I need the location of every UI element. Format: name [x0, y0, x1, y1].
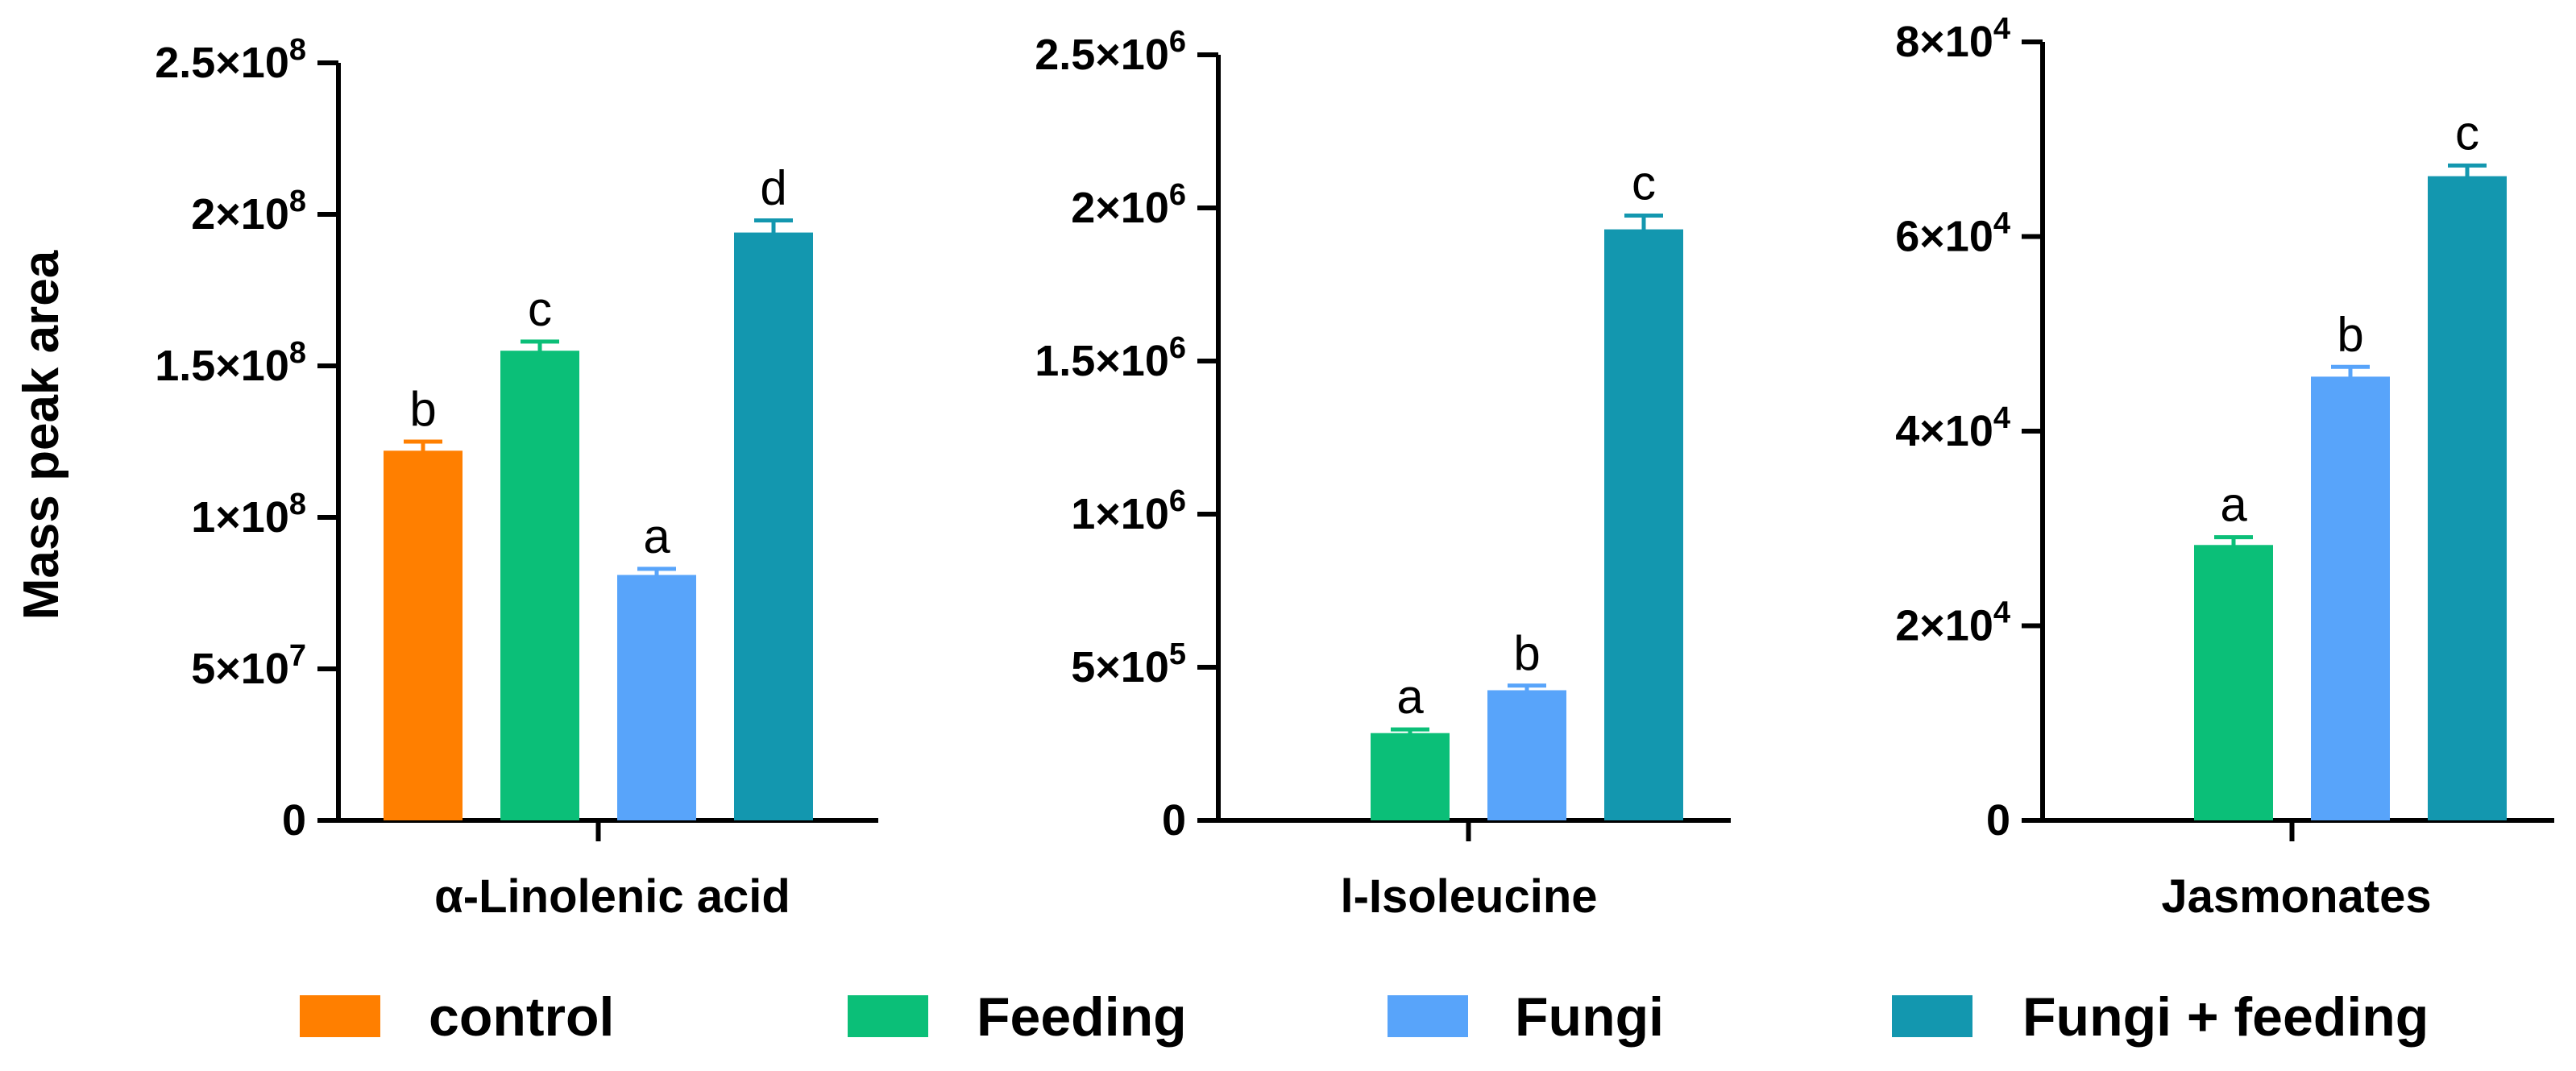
y-tick-label-base: 2.5×10 — [155, 39, 289, 87]
y-tick-label: 2×106 — [1071, 178, 1186, 232]
significance-label: a — [1396, 670, 1424, 724]
y-tick-label-base: 0 — [1986, 796, 2010, 845]
bar-feeding — [1371, 733, 1450, 820]
legend-swatch — [1388, 995, 1468, 1037]
y-tick-label-base: 0 — [1162, 796, 1186, 845]
y-tick-label: 5×107 — [191, 639, 306, 693]
bar-control — [384, 450, 463, 820]
y-tick-label-exponent: 4 — [1993, 12, 2010, 46]
y-tick-label-base: 1×10 — [191, 493, 289, 542]
y-tick-label: 1×108 — [191, 488, 306, 542]
bar-feeding — [500, 351, 579, 820]
y-tick-label: 4×104 — [1895, 401, 2010, 455]
y-tick-label-base: 2×10 — [1071, 184, 1169, 232]
y-tick-label-base: 2×10 — [1895, 602, 1993, 650]
y-tick-label: 2.5×106 — [1035, 25, 1186, 79]
significance-label: b — [409, 382, 436, 436]
y-axis-label: Mass peak area — [14, 250, 69, 620]
y-tick-label: 8×104 — [1895, 12, 2010, 66]
y-tick-label: 1.5×108 — [155, 336, 306, 390]
y-tick-label-base: 8×10 — [1895, 18, 1993, 66]
legend-label: Fungi — [1515, 986, 1664, 1048]
bar-fungi — [1487, 690, 1566, 820]
y-tick-label-base: 1×10 — [1071, 490, 1169, 538]
chart-panel-1: 05×1071×1081.5×1082×1082.5×108bcadα-Lino… — [14, 33, 878, 923]
x-axis-label: Jasmonates — [2161, 870, 2431, 923]
y-tick-label-base: 5×10 — [191, 645, 289, 693]
legend-item: Fungi — [1388, 986, 1664, 1048]
legend-label: Feeding — [977, 986, 1187, 1048]
y-tick-label: 1×106 — [1071, 484, 1186, 538]
legend-label: Fungi + feeding — [2022, 986, 2429, 1048]
chart-panel-2: 05×1051×1061.5×1062×1062.5×106abcl-Isole… — [1035, 25, 1731, 923]
y-tick-label: 0 — [1986, 796, 2010, 845]
y-tick-label-base: 2×10 — [191, 190, 289, 239]
y-tick-label: 2×104 — [1895, 596, 2010, 650]
y-tick-label-exponent: 7 — [289, 639, 306, 673]
legend-item: control — [300, 986, 614, 1048]
y-tick-label: 1.5×106 — [1035, 331, 1186, 385]
y-tick-label: 2.5×108 — [155, 33, 306, 87]
significance-label: c — [2455, 106, 2479, 160]
y-tick-label-exponent: 5 — [1169, 637, 1186, 671]
significance-label: b — [1513, 626, 1540, 680]
y-tick-label-exponent: 6 — [1169, 484, 1186, 518]
y-tick-label-exponent: 6 — [1169, 331, 1186, 365]
y-tick-label-exponent: 6 — [1169, 178, 1186, 212]
y-tick-label-exponent: 4 — [1993, 596, 2010, 630]
legend: control Feeding Fungi Fungi + feeding — [300, 986, 2429, 1048]
bar-fungi-feeding — [734, 232, 813, 820]
legend-swatch — [1892, 995, 1972, 1037]
y-tick-label-exponent: 8 — [289, 185, 306, 218]
legend-label: control — [429, 986, 614, 1048]
bar-fungi-feeding — [2428, 176, 2507, 820]
y-tick-label-base: 1.5×10 — [1035, 337, 1169, 385]
significance-label: b — [2337, 307, 2363, 361]
bar-feeding — [2194, 545, 2273, 820]
y-tick-label-exponent: 8 — [289, 33, 306, 67]
x-axis-label: α-Linolenic acid — [434, 870, 790, 923]
y-tick-label-base: 5×10 — [1071, 643, 1169, 691]
y-tick-label-exponent: 8 — [289, 488, 306, 521]
y-tick-label-base: 0 — [282, 796, 306, 845]
bar-fungi — [617, 575, 696, 820]
y-tick-label: 0 — [282, 796, 306, 845]
significance-label: d — [760, 161, 786, 215]
y-tick-label-exponent: 4 — [1993, 401, 2010, 435]
significance-label: a — [643, 509, 670, 563]
x-axis-label: l-Isoleucine — [1340, 870, 1597, 923]
significance-label: c — [528, 282, 552, 336]
legend-item: Fungi + feeding — [1892, 986, 2429, 1048]
y-tick-label-exponent: 4 — [1993, 207, 2010, 241]
significance-label: a — [2220, 478, 2247, 532]
bar-fungi — [2311, 376, 2390, 820]
y-tick-label-base: 2.5×10 — [1035, 31, 1169, 79]
y-tick-label-base: 6×10 — [1895, 213, 1993, 261]
y-tick-label-base: 4×10 — [1895, 407, 1993, 455]
significance-label: c — [1632, 156, 1656, 210]
y-tick-label: 2×108 — [191, 185, 306, 239]
y-tick-label-exponent: 6 — [1169, 25, 1186, 59]
legend-swatch — [300, 995, 380, 1037]
bar-fungi-feeding — [1604, 229, 1683, 821]
y-tick-label: 0 — [1162, 796, 1186, 845]
y-tick-label: 6×104 — [1895, 207, 2010, 261]
y-tick-label-exponent: 8 — [289, 336, 306, 370]
y-tick-label: 5×105 — [1071, 637, 1186, 691]
y-tick-label-base: 1.5×10 — [155, 342, 289, 390]
legend-item: Feeding — [848, 986, 1187, 1048]
legend-swatch — [848, 995, 928, 1037]
